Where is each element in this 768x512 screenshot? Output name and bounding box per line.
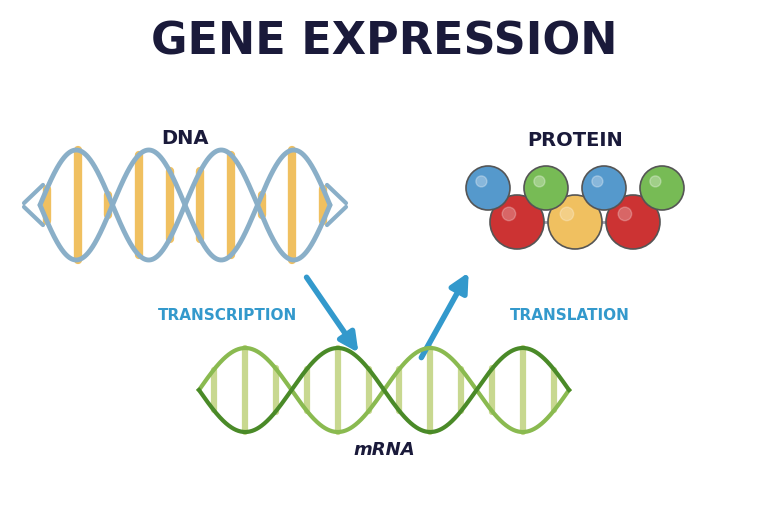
Text: TRANSCRIPTION: TRANSCRIPTION: [158, 308, 298, 323]
Circle shape: [534, 176, 545, 187]
Circle shape: [490, 195, 544, 249]
Circle shape: [640, 166, 684, 210]
Circle shape: [618, 207, 631, 221]
Text: mRNA: mRNA: [353, 441, 415, 459]
Circle shape: [466, 166, 510, 210]
Circle shape: [524, 166, 568, 210]
Circle shape: [582, 166, 626, 210]
Text: PROTEIN: PROTEIN: [527, 131, 623, 150]
Text: TRANSLATION: TRANSLATION: [510, 308, 630, 323]
Circle shape: [476, 176, 487, 187]
Circle shape: [548, 195, 602, 249]
Text: DNA: DNA: [161, 129, 209, 147]
Circle shape: [592, 176, 603, 187]
Circle shape: [502, 207, 515, 221]
Circle shape: [650, 176, 661, 187]
Text: GENE EXPRESSION: GENE EXPRESSION: [151, 20, 617, 63]
Circle shape: [560, 207, 574, 221]
Circle shape: [606, 195, 660, 249]
